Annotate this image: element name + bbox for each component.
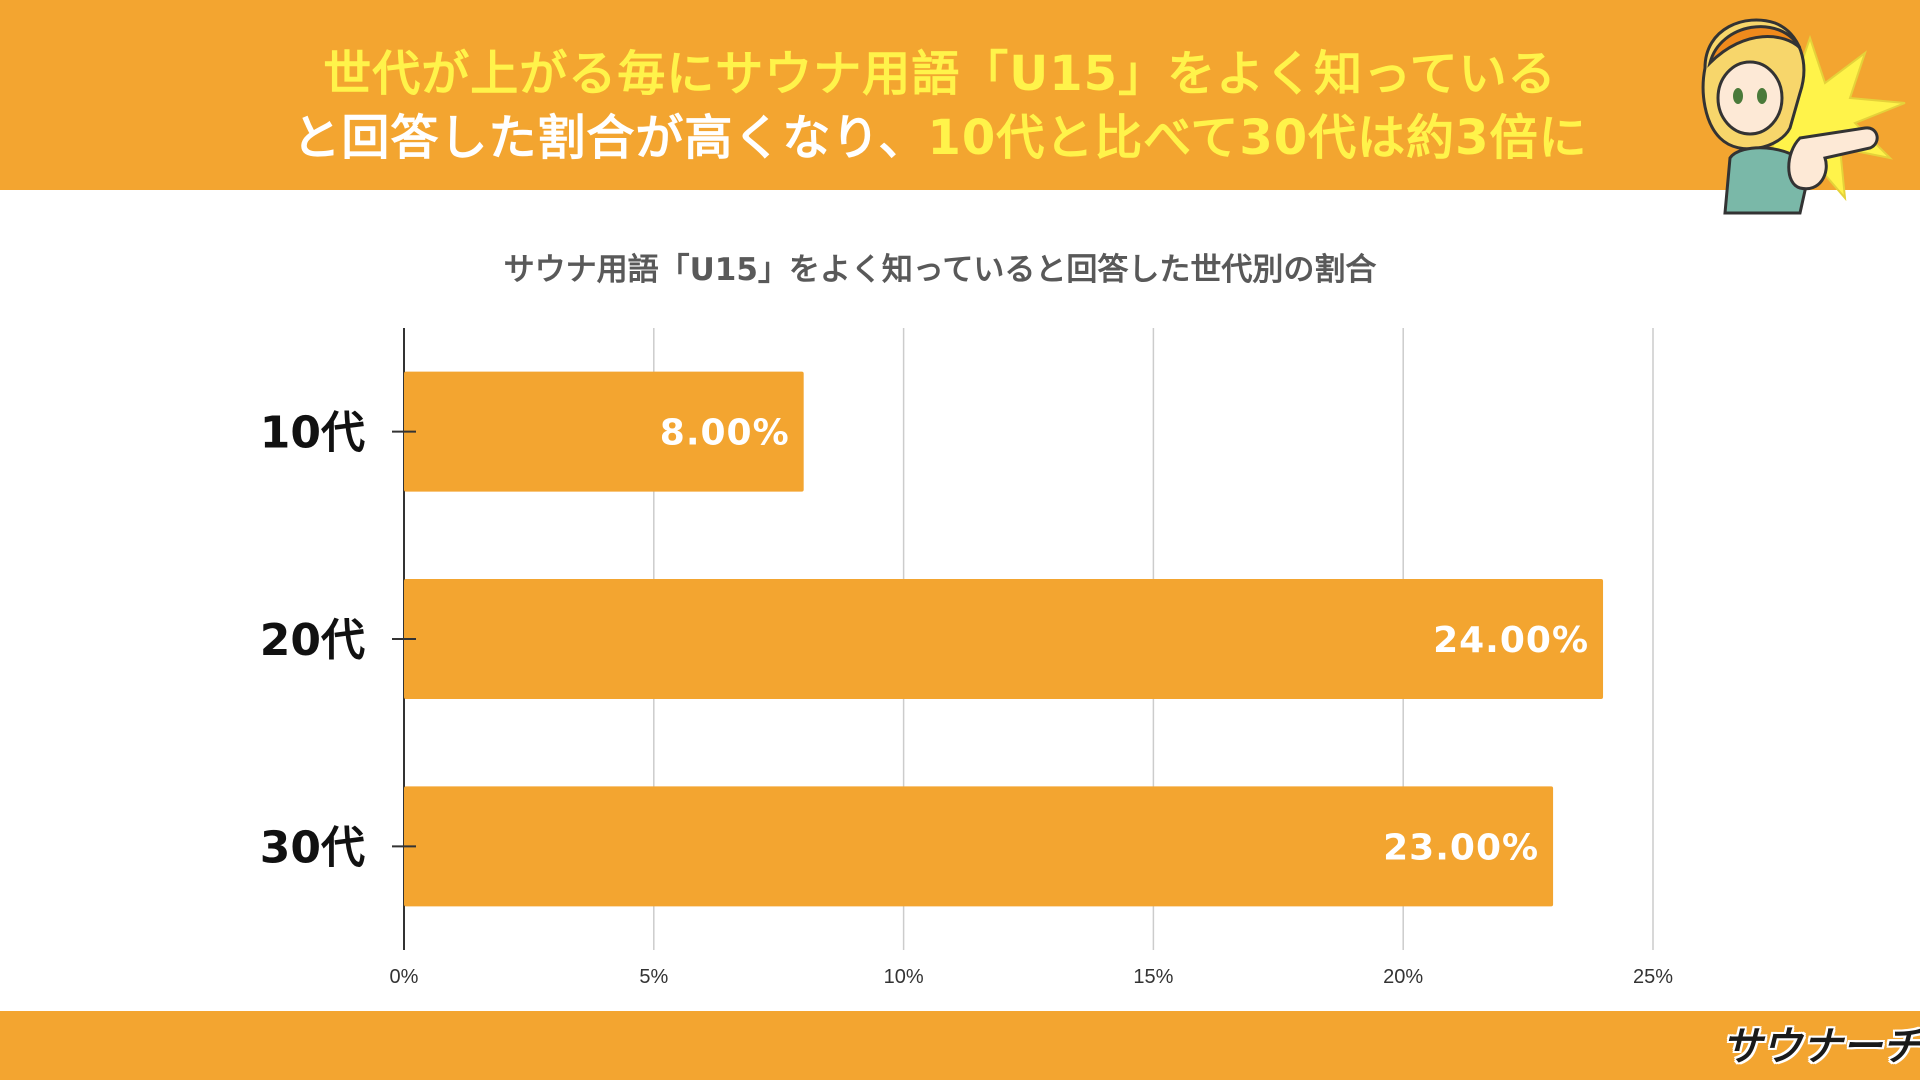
x-tick-label: 20% bbox=[1383, 966, 1423, 988]
x-tick-label: 0% bbox=[390, 966, 419, 988]
x-tick-label: 5% bbox=[639, 966, 668, 988]
bar-chart: 0% 5% 10% 15% 20% 25% 10代 8.00% 20代 24.00% 30代 23.0… bbox=[260, 328, 1673, 988]
header-banner bbox=[0, 0, 1920, 190]
category-label: 10代 bbox=[260, 408, 365, 459]
bar-value-label: 23.00% bbox=[1383, 827, 1539, 868]
x-tick-label: 25% bbox=[1633, 966, 1673, 988]
mascot-pointing-icon bbox=[1701, 18, 1906, 215]
category-label: 20代 bbox=[260, 615, 365, 666]
headline-line2: と回答した割合が高くなり、10代と比べて30代は約3倍に bbox=[0, 98, 1920, 168]
category-label: 30代 bbox=[260, 822, 365, 873]
bar bbox=[404, 579, 1604, 699]
x-tick-label: 10% bbox=[884, 966, 924, 988]
bar bbox=[404, 786, 1554, 907]
x-tick-label: 15% bbox=[1133, 966, 1173, 988]
footer-banner bbox=[0, 1011, 1920, 1080]
bar-value-label: 8.00% bbox=[660, 413, 790, 454]
headline-line1: 世代が上がる毎にサウナ用語「U15」をよく知っている bbox=[323, 46, 1557, 102]
brand-logo: サウナーチ bbox=[1722, 1024, 1920, 1070]
headline-line2-highlight: 10代と比べて30代は約3倍に bbox=[927, 110, 1588, 166]
headline-line2-part1: と回答した割合が高くなり、 bbox=[292, 110, 928, 166]
bar bbox=[404, 371, 804, 492]
chart-title: サウナ用語「U15」をよく知っていると回答した世代別の割合 bbox=[503, 252, 1377, 288]
bar-value-label: 24.00% bbox=[1433, 620, 1589, 661]
